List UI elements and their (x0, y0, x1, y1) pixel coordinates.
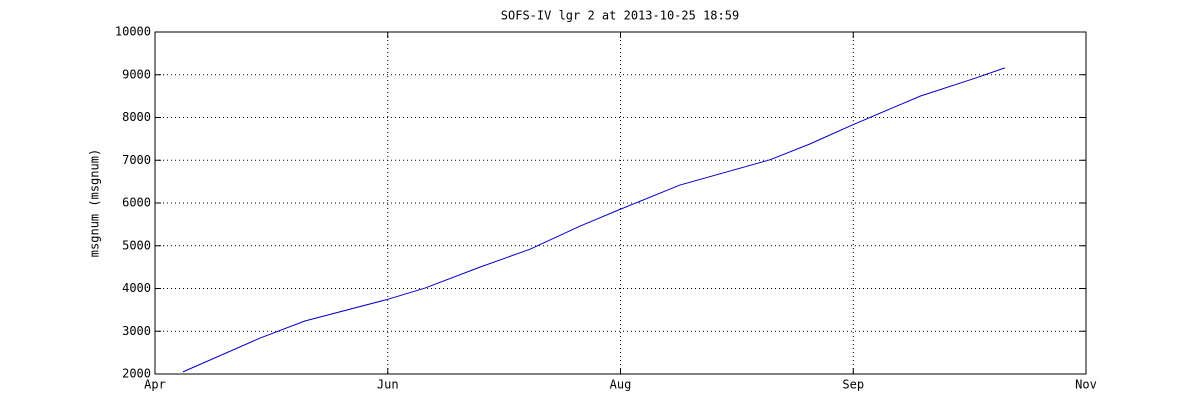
y-tick-label: 2000 (122, 367, 151, 381)
y-axis-label: msgnum (msgnum) (88, 149, 102, 257)
data-line (182, 67, 1006, 373)
x-tick-label: Sep (842, 378, 864, 392)
y-tick-label: 7000 (122, 153, 151, 167)
y-tick-label: 3000 (122, 324, 151, 338)
chart-title: SOFS-IV lgr 2 at 2013-10-25 18:59 (501, 9, 739, 23)
y-tick-label: 8000 (122, 110, 151, 124)
plot-frame (154, 31, 1087, 375)
x-tick-label: Nov (1075, 378, 1097, 392)
y-tick-label: 5000 (122, 238, 151, 252)
x-tick-label: Apr (144, 378, 166, 392)
x-tick-label: Aug (610, 378, 632, 392)
y-tick-label: 4000 (122, 281, 151, 295)
y-tick-label: 10000 (115, 25, 151, 39)
x-tick-label: Jun (377, 378, 399, 392)
y-tick-label: 9000 (122, 67, 151, 81)
y-tick-label: 6000 (122, 196, 151, 210)
